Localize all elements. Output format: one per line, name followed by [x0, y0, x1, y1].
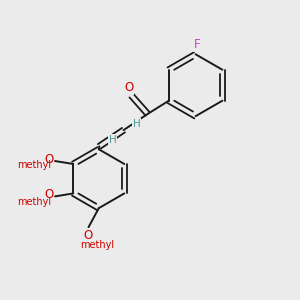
Text: O: O [124, 81, 133, 94]
Text: O: O [83, 229, 92, 242]
Text: methyl: methyl [80, 240, 114, 250]
Text: methyl: methyl [17, 197, 51, 207]
Text: O: O [44, 153, 53, 166]
Text: H: H [109, 135, 116, 145]
Text: O: O [44, 188, 53, 201]
Text: H: H [133, 118, 141, 129]
Text: methyl: methyl [17, 160, 51, 170]
Text: F: F [194, 38, 200, 51]
